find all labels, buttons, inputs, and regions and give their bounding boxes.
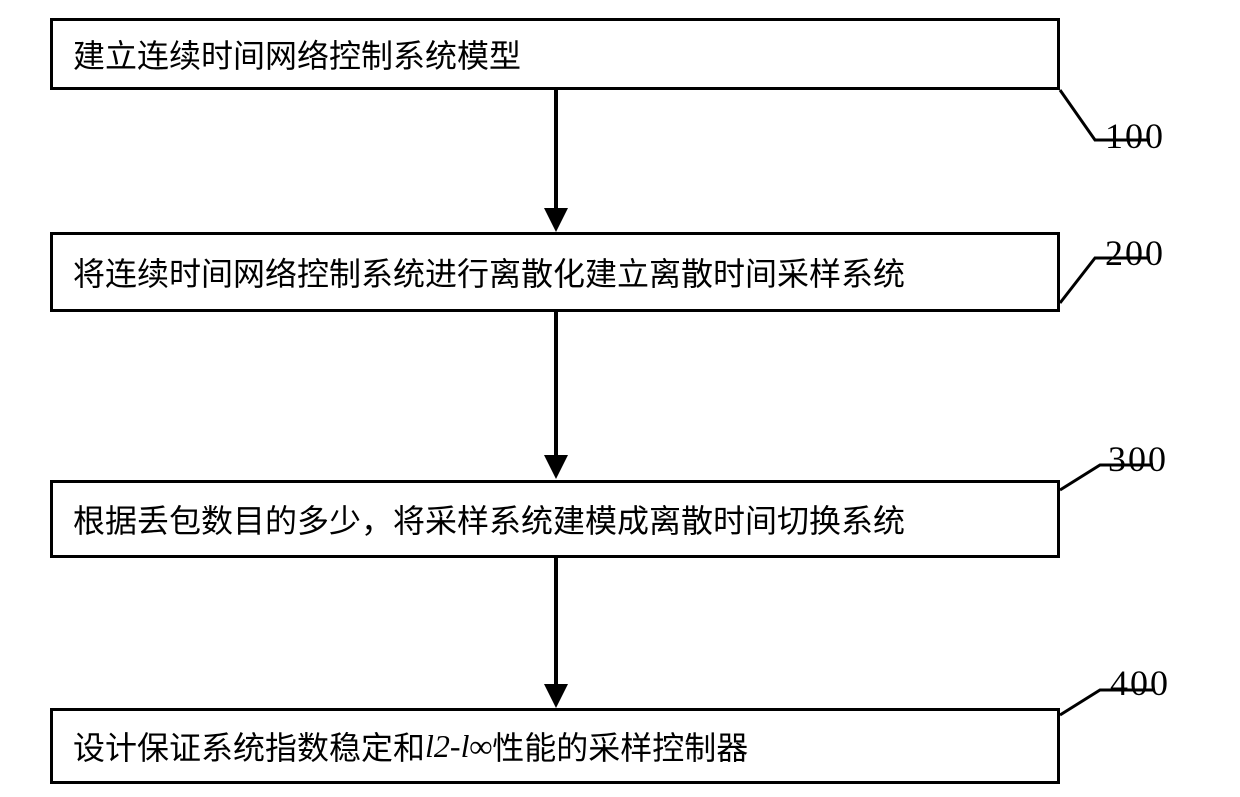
flow-step-2: 将连续时间网络控制系统进行离散化建立离散时间采样系统 [50, 232, 1060, 312]
arrow-3-line [554, 558, 558, 686]
arrow-3-head [544, 684, 568, 708]
arrow-1-head [544, 208, 568, 232]
flow-step-3: 根据丢包数目的多少，将采样系统建模成离散时间切换系统 [50, 480, 1060, 558]
flow-step-1: 建立连续时间网络控制系统模型 [50, 18, 1060, 90]
step1-text: 建立连续时间网络控制系统模型 [73, 31, 521, 77]
step4-text-math: l2-l∞ [425, 728, 492, 765]
step4-text-suffix: 性能的采样控制器 [492, 723, 748, 769]
callout-3-label: 300 [1108, 438, 1168, 480]
step4-text-prefix: 设计保证系统指数稳定和 [73, 723, 425, 769]
callout-2-label: 200 [1105, 232, 1165, 274]
step2-text: 将连续时间网络控制系统进行离散化建立离散时间采样系统 [73, 249, 905, 295]
arrow-2-line [554, 312, 558, 457]
callout-1-label: 100 [1105, 115, 1165, 157]
step3-text: 根据丢包数目的多少，将采样系统建模成离散时间切换系统 [73, 496, 905, 542]
arrow-2-head [544, 455, 568, 479]
arrow-1-line [554, 90, 558, 210]
flow-step-4: 设计保证系统指数稳定和 l2-l∞ 性能的采样控制器 [50, 708, 1060, 784]
callout-4-label: 400 [1110, 662, 1170, 704]
